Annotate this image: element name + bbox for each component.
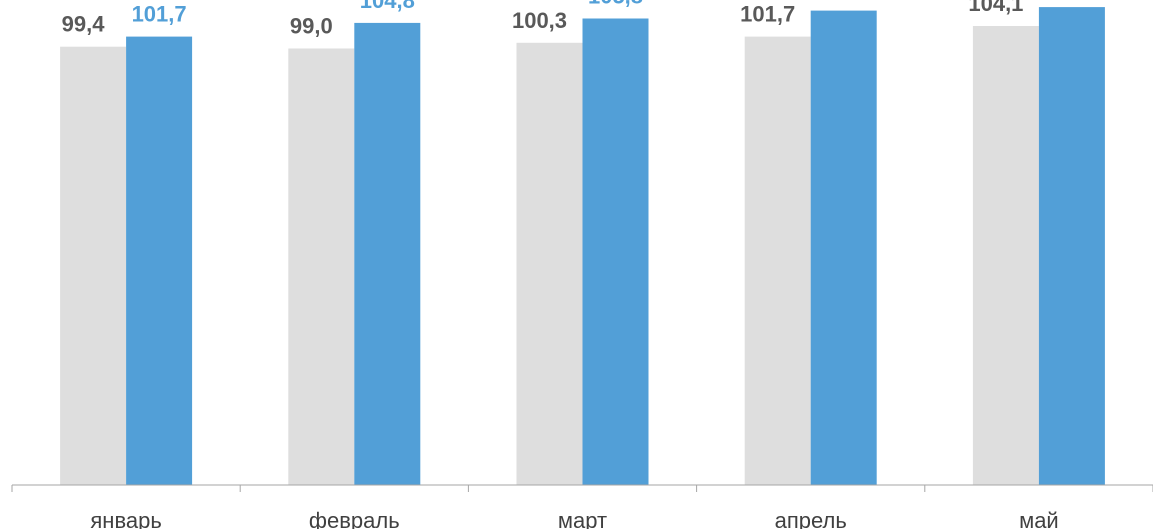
- x-axis-ticks: [11, 485, 1153, 492]
- bars-group: [60, 7, 1105, 486]
- category-label-5: май: [1019, 508, 1059, 529]
- bar-series-1-3: [516, 42, 583, 486]
- value-label-series-2-2: 104,8: [360, 0, 415, 13]
- bar-series-2-4: [810, 10, 877, 485]
- value-label-series-2-1: 101,7: [132, 2, 187, 27]
- value-label-series-1-5: 104,1: [968, 0, 1023, 16]
- bar-series-2-3: [582, 18, 649, 485]
- bar-series-2-2: [354, 22, 421, 486]
- bar-series-2-1: [126, 36, 193, 485]
- value-label-series-1-4: 101,7: [740, 2, 795, 27]
- category-labels-group: январь февраль март апрель май: [90, 508, 1058, 529]
- bar-series-1-1: [60, 46, 127, 485]
- category-label-3: март: [558, 508, 607, 529]
- bar-series-1-2: [288, 48, 355, 485]
- bar-series-1-5: [972, 26, 1039, 485]
- category-label-1: январь: [90, 508, 161, 529]
- bar-series-2-5: [1038, 7, 1105, 485]
- category-label-2: февраль: [309, 508, 400, 529]
- value-label-series-1-3: 100,3: [512, 8, 567, 33]
- value-label-series-1-1: 99,4: [62, 12, 106, 37]
- value-label-series-1-2: 99,0: [290, 14, 333, 39]
- bar-series-1-4: [744, 36, 811, 485]
- value-labels-group: 99,4 101,7 99,0 104,8 100,3 105,8 101,7 107,6 10…: [62, 0, 1024, 39]
- value-label-series-2-3: 105,8: [588, 0, 643, 9]
- category-label-4: апрель: [775, 508, 847, 529]
- value-label-series-2-4: 107,6: [816, 0, 871, 1]
